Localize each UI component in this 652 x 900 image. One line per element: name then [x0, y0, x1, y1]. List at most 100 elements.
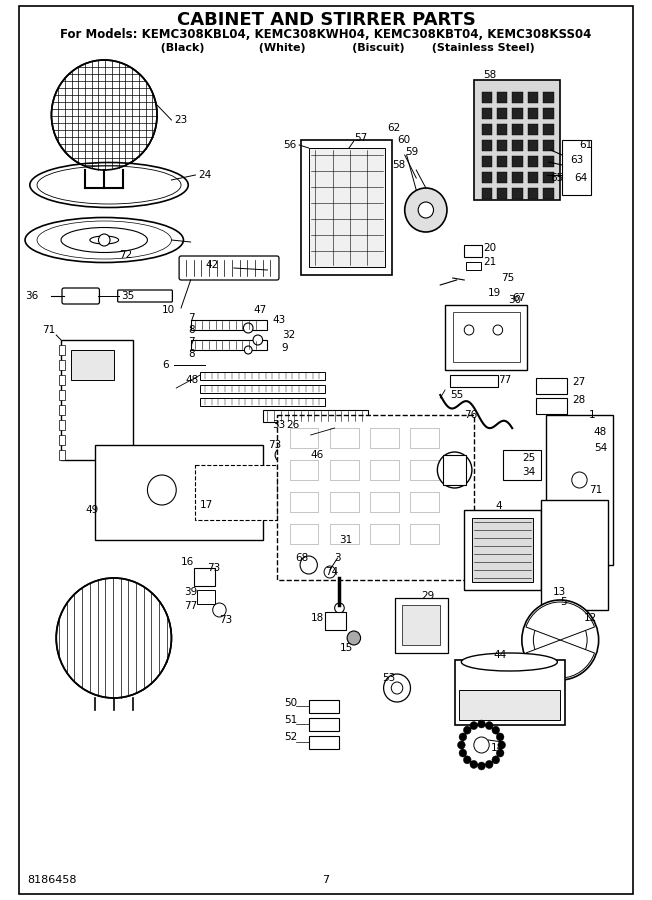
- Bar: [512, 140, 523, 151]
- Bar: [527, 124, 538, 135]
- Text: 48: 48: [594, 427, 607, 437]
- Bar: [543, 140, 554, 151]
- Text: For Models: KEMC308KBL04, KEMC308KWH04, KEMC308KBT04, KEMC308KSS04: For Models: KEMC308KBL04, KEMC308KWH04, …: [61, 29, 591, 41]
- Bar: [543, 188, 554, 199]
- Bar: [497, 188, 507, 199]
- Text: 35: 35: [121, 291, 135, 301]
- Bar: [59, 375, 65, 385]
- Text: 18: 18: [310, 613, 324, 623]
- Circle shape: [493, 325, 503, 335]
- Bar: [301, 140, 393, 275]
- Circle shape: [496, 749, 504, 757]
- Bar: [527, 188, 538, 199]
- Text: 7: 7: [188, 337, 194, 347]
- Text: 77: 77: [184, 601, 197, 611]
- Text: 12: 12: [584, 613, 597, 623]
- Circle shape: [485, 722, 493, 730]
- Text: (Black)              (White)            (Biscuit)       (Stainless Steel): (Black) (White) (Biscuit) (Stainless Ste…: [117, 43, 535, 53]
- Bar: [497, 108, 507, 119]
- Text: 16: 16: [181, 557, 194, 567]
- Text: 58: 58: [393, 160, 406, 170]
- Circle shape: [391, 682, 403, 694]
- Text: 61: 61: [580, 140, 593, 150]
- Bar: [308, 148, 385, 267]
- Bar: [512, 188, 523, 199]
- Bar: [370, 460, 399, 480]
- Bar: [59, 360, 65, 370]
- Text: 68: 68: [295, 553, 308, 563]
- Text: 49: 49: [85, 505, 98, 515]
- Text: 74: 74: [325, 567, 338, 577]
- Text: 29: 29: [421, 591, 434, 601]
- Circle shape: [464, 726, 471, 734]
- Text: 8186458: 8186458: [27, 875, 77, 885]
- Text: 8: 8: [188, 325, 194, 335]
- Text: 44: 44: [493, 650, 507, 660]
- Ellipse shape: [25, 218, 183, 263]
- Ellipse shape: [30, 163, 188, 208]
- Bar: [330, 524, 359, 544]
- Bar: [59, 345, 65, 355]
- Bar: [308, 718, 340, 731]
- Text: 48: 48: [186, 375, 199, 385]
- Bar: [454, 660, 565, 725]
- Circle shape: [244, 346, 252, 354]
- Text: 31: 31: [340, 535, 353, 545]
- Bar: [497, 140, 507, 151]
- Bar: [482, 156, 492, 167]
- Text: 9: 9: [282, 343, 288, 353]
- Bar: [482, 140, 492, 151]
- Text: 76: 76: [464, 410, 477, 420]
- Text: 20: 20: [483, 243, 497, 253]
- Text: 51: 51: [284, 715, 297, 725]
- Circle shape: [474, 737, 489, 753]
- Bar: [543, 156, 554, 167]
- Bar: [512, 124, 523, 135]
- Text: 30: 30: [509, 295, 522, 305]
- Text: 17: 17: [200, 500, 213, 510]
- Bar: [59, 405, 65, 415]
- Circle shape: [459, 749, 467, 757]
- Text: 19: 19: [488, 288, 501, 298]
- Circle shape: [459, 733, 467, 741]
- Bar: [497, 124, 507, 135]
- Text: 21: 21: [483, 257, 497, 267]
- Text: 33: 33: [273, 420, 286, 430]
- Bar: [330, 428, 359, 448]
- Circle shape: [213, 603, 226, 617]
- Ellipse shape: [37, 166, 181, 204]
- Text: 7: 7: [323, 875, 329, 885]
- Wedge shape: [526, 640, 595, 678]
- Circle shape: [275, 448, 289, 462]
- Ellipse shape: [61, 228, 147, 253]
- Bar: [289, 428, 318, 448]
- Text: 39: 39: [184, 587, 197, 597]
- Text: 10: 10: [162, 305, 175, 315]
- Circle shape: [478, 762, 485, 770]
- Circle shape: [98, 234, 110, 246]
- Circle shape: [56, 578, 171, 698]
- Text: 63: 63: [570, 155, 583, 165]
- Bar: [289, 460, 318, 480]
- Text: 43: 43: [273, 315, 286, 325]
- Circle shape: [478, 720, 485, 728]
- Text: 25: 25: [522, 453, 535, 463]
- Bar: [411, 460, 439, 480]
- Bar: [296, 430, 342, 468]
- Bar: [263, 410, 368, 422]
- Text: 13: 13: [552, 587, 566, 597]
- Bar: [411, 428, 439, 448]
- Text: 46: 46: [310, 450, 324, 460]
- FancyBboxPatch shape: [62, 288, 100, 304]
- Circle shape: [498, 741, 505, 749]
- Text: 75: 75: [501, 273, 514, 283]
- Bar: [289, 524, 318, 544]
- Bar: [370, 524, 399, 544]
- Text: 73: 73: [207, 563, 220, 573]
- Bar: [474, 80, 560, 200]
- Bar: [59, 390, 65, 400]
- Circle shape: [485, 760, 493, 769]
- Text: 64: 64: [574, 173, 588, 183]
- Bar: [330, 492, 359, 512]
- Text: 56: 56: [283, 140, 296, 150]
